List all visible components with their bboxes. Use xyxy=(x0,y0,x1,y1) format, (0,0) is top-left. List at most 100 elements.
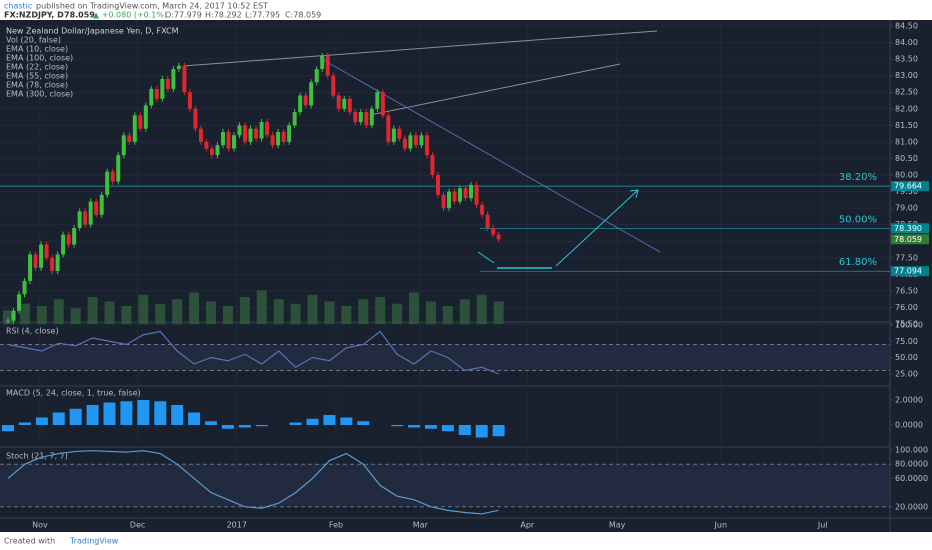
volume-bar xyxy=(409,292,420,324)
candle xyxy=(17,294,22,311)
candle xyxy=(99,194,104,215)
candle xyxy=(298,95,303,113)
indicator-line xyxy=(7,330,499,375)
candle xyxy=(463,188,468,199)
fib-label: 38.20% xyxy=(839,172,877,183)
histogram-bar xyxy=(2,425,14,432)
candle xyxy=(424,135,429,156)
y-tick-label: 77.50 xyxy=(895,253,918,262)
candle xyxy=(149,88,154,106)
candle xyxy=(94,201,99,215)
histogram-bar xyxy=(340,417,353,425)
y-tick-label: 83.00 xyxy=(895,71,918,80)
legend-item: EMA (78, close) xyxy=(6,81,68,90)
legend-item: EMA (22, close) xyxy=(6,63,68,72)
candle xyxy=(66,234,71,245)
y-tick-label: 0.0000 xyxy=(895,421,923,430)
close: C:78.059 xyxy=(285,11,321,20)
candle xyxy=(160,78,165,99)
y-tick-label: 79.00 xyxy=(895,204,918,213)
y-tick-label: 80.50 xyxy=(895,154,918,163)
author[interactable]: chastic xyxy=(4,2,32,11)
histogram-bar xyxy=(171,405,184,425)
y-tick-label: 75.00 xyxy=(895,337,918,346)
price-tag xyxy=(891,223,929,234)
candle xyxy=(154,88,159,99)
candle xyxy=(364,112,369,126)
volume-bar xyxy=(189,292,200,324)
histogram-bar xyxy=(391,425,404,427)
legend-item: EMA (55, close) xyxy=(6,72,68,81)
volume-bar xyxy=(239,297,250,324)
candle xyxy=(325,55,330,76)
x-tick-label: Jul xyxy=(817,521,828,530)
candle xyxy=(248,128,253,142)
candle xyxy=(28,254,33,281)
candle xyxy=(55,254,60,272)
drawings xyxy=(182,30,661,269)
candle xyxy=(496,234,501,240)
volume-bar xyxy=(425,301,436,324)
y-tick-label: 50.00 xyxy=(895,353,918,362)
candle xyxy=(105,171,110,195)
trend-line[interactable] xyxy=(319,57,661,253)
histogram-bar xyxy=(35,417,48,425)
volume-bar xyxy=(3,310,13,324)
volume-bar xyxy=(324,301,335,324)
candle xyxy=(254,128,259,139)
candle xyxy=(331,75,336,96)
y-tick-label: 80.00 xyxy=(895,171,918,180)
candle xyxy=(232,135,237,149)
arrow-head xyxy=(629,189,639,199)
candle xyxy=(88,201,93,225)
candle xyxy=(320,55,325,70)
footer-brand[interactable]: TradingView xyxy=(69,537,119,546)
candle xyxy=(397,128,402,139)
candle xyxy=(121,135,126,156)
x-tick-label: 2017 xyxy=(227,521,247,530)
candle xyxy=(77,211,82,228)
candle xyxy=(474,184,479,205)
candle xyxy=(187,92,192,109)
y-tick-label: 83.50 xyxy=(895,55,918,64)
histogram-bar xyxy=(188,412,201,425)
x-tick-label: Feb xyxy=(329,521,343,530)
price-tag-label: 77.094 xyxy=(894,267,922,276)
histogram-bar xyxy=(289,422,302,425)
legend-item: Vol (20, false) xyxy=(6,36,61,45)
histogram-bar xyxy=(408,425,421,428)
volume-bar xyxy=(121,306,132,324)
candle xyxy=(11,310,16,321)
arrow[interactable] xyxy=(555,189,639,267)
candle xyxy=(204,141,209,149)
x-tick-label: Apr xyxy=(520,521,535,530)
y-tick-label: 84.50 xyxy=(895,22,918,31)
volume-bar xyxy=(19,303,30,324)
candle xyxy=(50,257,55,272)
pane-title: Stoch (21, 7, 7) xyxy=(6,452,68,461)
trend-line[interactable] xyxy=(182,30,658,67)
candle xyxy=(408,135,413,149)
candle xyxy=(132,115,137,142)
trend-line[interactable] xyxy=(369,63,621,116)
histogram-bar xyxy=(120,401,133,425)
histogram-bar xyxy=(424,425,437,429)
candle xyxy=(39,244,44,268)
price-tag-label: 79.664 xyxy=(894,182,922,191)
candle xyxy=(430,155,435,175)
open: O:77.979 xyxy=(165,11,202,20)
arrow[interactable] xyxy=(477,251,495,264)
high: H:78.292 xyxy=(205,11,242,20)
candle xyxy=(485,214,490,228)
legend-item: New Zealand Dollar/Japanese Yen, D, FXCM xyxy=(6,27,179,36)
y-tick-label: 60.0000 xyxy=(895,474,928,483)
volume-bar xyxy=(155,303,166,324)
candle xyxy=(441,194,446,209)
chart-bg xyxy=(0,20,932,532)
y-tick-label: 81.00 xyxy=(895,137,918,146)
candle xyxy=(336,95,341,109)
y-tick-label: 82.00 xyxy=(895,104,918,113)
candle xyxy=(452,191,457,202)
fib-label: 50.00% xyxy=(839,214,877,225)
